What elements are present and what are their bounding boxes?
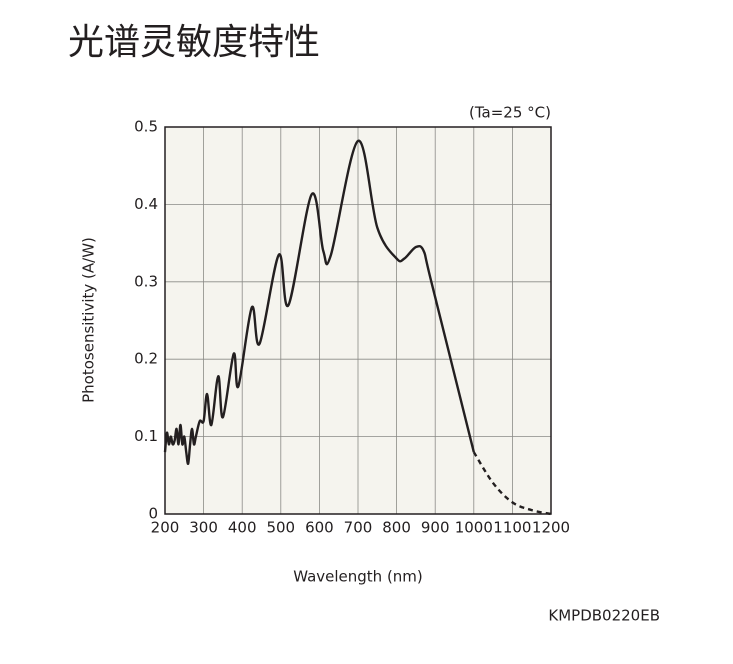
y-tick-label: 0.4 <box>134 195 158 213</box>
chart-title: 光谱灵敏度特性 <box>68 22 320 63</box>
x-tick-label: 900 <box>421 519 450 537</box>
x-tick-label: 500 <box>266 519 295 537</box>
y-tick-label: 0 <box>148 505 158 523</box>
x-tick-label: 300 <box>189 519 218 537</box>
y-tick-label: 0.2 <box>134 350 158 368</box>
plot-frame <box>164 126 552 515</box>
x-axis-label: Wavelength (nm) <box>293 568 423 586</box>
figure-code: KMPDB0220EB <box>548 607 660 625</box>
x-tick-label: 200 <box>151 519 180 537</box>
y-axis-label: Photosensitivity (A/W) <box>80 237 98 403</box>
line <box>163 139 475 465</box>
x-tick-label: 800 <box>382 519 411 537</box>
annotation: (Ta=25 °C) <box>469 104 551 122</box>
x-tick-label: 700 <box>344 519 373 537</box>
x-tick-label: 1200 <box>532 519 570 537</box>
y-tick-label: 0.1 <box>134 427 158 445</box>
x-tick-label: 400 <box>228 519 257 537</box>
line <box>472 451 552 516</box>
y-tick-label: 0.3 <box>134 272 158 290</box>
x-tick-label: 1100 <box>493 519 531 537</box>
y-tick-label: 0.5 <box>134 118 158 136</box>
x-tick-label: 600 <box>305 519 334 537</box>
x-tick-label: 1000 <box>455 519 493 537</box>
